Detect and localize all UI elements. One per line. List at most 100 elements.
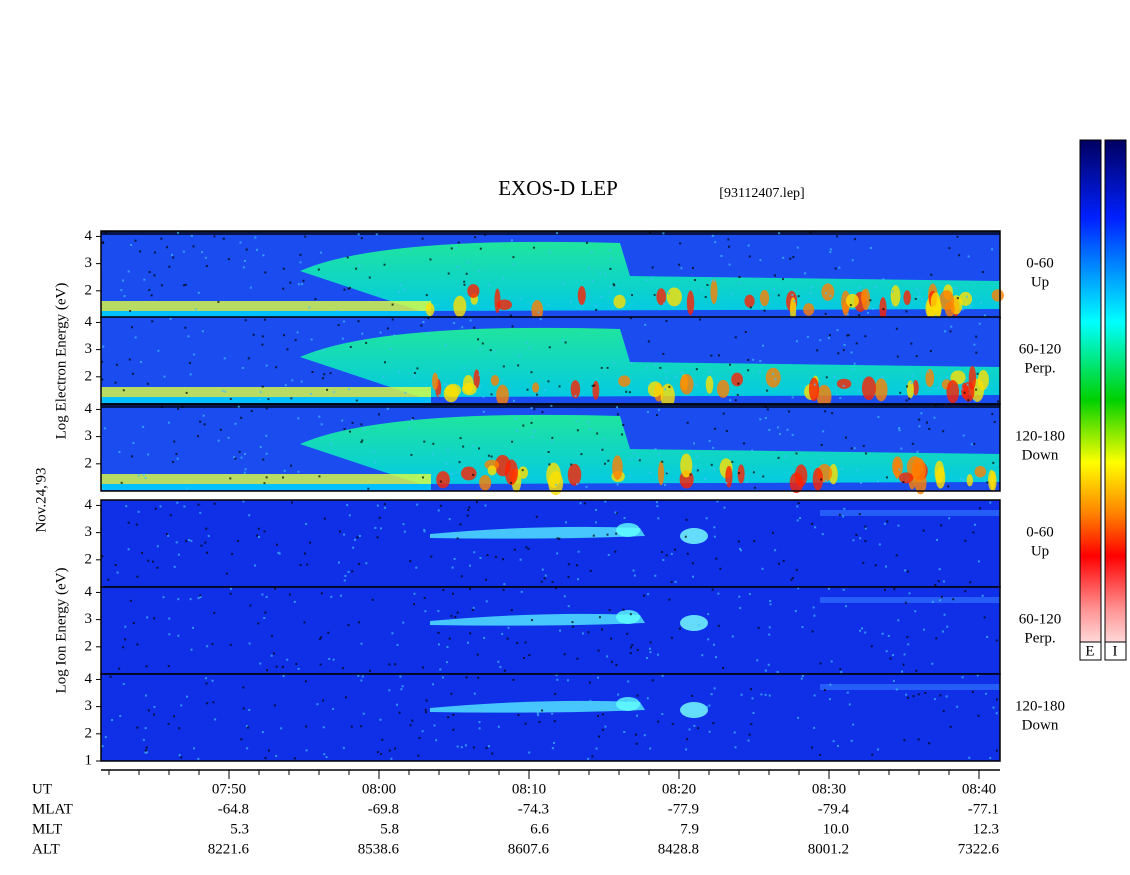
noise bbox=[300, 283, 303, 286]
noise bbox=[510, 609, 513, 612]
noise bbox=[240, 738, 243, 741]
noise bbox=[813, 614, 816, 617]
noise bbox=[397, 291, 400, 294]
noise bbox=[451, 566, 454, 569]
noise bbox=[713, 687, 716, 690]
noise bbox=[346, 504, 349, 507]
noise bbox=[768, 633, 771, 636]
noise bbox=[477, 676, 480, 679]
noise bbox=[734, 336, 737, 339]
noise bbox=[897, 619, 900, 622]
noise bbox=[131, 372, 134, 375]
noise bbox=[484, 504, 487, 507]
noise bbox=[214, 718, 217, 721]
noise bbox=[295, 662, 298, 665]
noise bbox=[989, 756, 992, 759]
noise bbox=[601, 448, 604, 451]
noise bbox=[468, 506, 471, 509]
noise bbox=[855, 342, 858, 345]
spectrogram-feature bbox=[934, 460, 945, 484]
noise bbox=[649, 641, 652, 644]
noise bbox=[795, 340, 798, 343]
noise bbox=[160, 284, 163, 287]
noise bbox=[651, 266, 654, 269]
noise bbox=[762, 475, 765, 478]
noise bbox=[485, 600, 488, 603]
noise bbox=[319, 663, 322, 666]
spectrogram-feature bbox=[494, 288, 501, 314]
noise bbox=[283, 469, 286, 472]
spectrogram-feature bbox=[101, 397, 431, 403]
y-tick-label: 2 bbox=[85, 455, 93, 471]
noise bbox=[821, 533, 824, 536]
noise bbox=[421, 730, 424, 733]
noise bbox=[891, 654, 894, 657]
noise bbox=[904, 601, 907, 604]
noise bbox=[410, 453, 413, 456]
noise bbox=[548, 251, 551, 254]
noise bbox=[194, 308, 197, 311]
noise bbox=[244, 452, 247, 455]
noise bbox=[326, 388, 329, 391]
noise bbox=[635, 742, 638, 745]
noise bbox=[567, 575, 570, 578]
noise bbox=[848, 703, 851, 706]
noise bbox=[206, 645, 209, 648]
noise bbox=[589, 569, 592, 572]
noise bbox=[469, 319, 472, 322]
noise bbox=[402, 621, 405, 624]
noise bbox=[587, 631, 590, 634]
noise bbox=[177, 407, 180, 410]
noise bbox=[451, 592, 454, 595]
noise bbox=[399, 675, 402, 678]
y-tick-label: 4 bbox=[85, 497, 93, 513]
noise bbox=[943, 613, 946, 616]
noise bbox=[804, 272, 807, 275]
noise bbox=[522, 424, 525, 427]
noise bbox=[137, 510, 140, 513]
noise bbox=[796, 505, 799, 508]
noise bbox=[467, 509, 470, 512]
noise bbox=[637, 457, 640, 460]
noise bbox=[270, 654, 273, 657]
noise bbox=[632, 569, 635, 572]
noise bbox=[617, 693, 620, 696]
noise bbox=[910, 381, 913, 384]
noise bbox=[604, 500, 607, 503]
noise bbox=[358, 621, 361, 624]
noise bbox=[983, 314, 986, 317]
noise bbox=[819, 753, 822, 756]
noise bbox=[264, 611, 267, 614]
noise bbox=[738, 595, 741, 598]
noise bbox=[588, 681, 591, 684]
noise bbox=[342, 320, 345, 323]
y-axis-label: Log Electron Energy (eV) bbox=[53, 283, 69, 440]
noise bbox=[753, 486, 756, 489]
noise bbox=[341, 337, 344, 340]
noise bbox=[767, 663, 770, 666]
noise bbox=[450, 692, 453, 695]
noise bbox=[473, 692, 476, 695]
noise bbox=[680, 267, 683, 270]
noise bbox=[589, 427, 592, 430]
spectrogram-feature bbox=[658, 461, 665, 486]
noise bbox=[454, 246, 457, 249]
noise bbox=[614, 550, 617, 553]
noise bbox=[156, 566, 159, 569]
noise bbox=[116, 571, 119, 574]
noise bbox=[190, 539, 193, 542]
noise bbox=[153, 274, 156, 277]
noise bbox=[411, 719, 414, 722]
row-value: -74.3 bbox=[518, 801, 549, 817]
noise bbox=[665, 376, 668, 379]
noise bbox=[348, 514, 351, 517]
noise bbox=[820, 443, 823, 446]
noise bbox=[981, 594, 984, 597]
spectrogram-feature bbox=[567, 463, 582, 486]
noise bbox=[548, 463, 551, 466]
noise bbox=[177, 634, 180, 637]
noise bbox=[146, 751, 149, 754]
noise bbox=[101, 378, 104, 381]
noise bbox=[388, 663, 391, 666]
noise bbox=[147, 559, 150, 562]
